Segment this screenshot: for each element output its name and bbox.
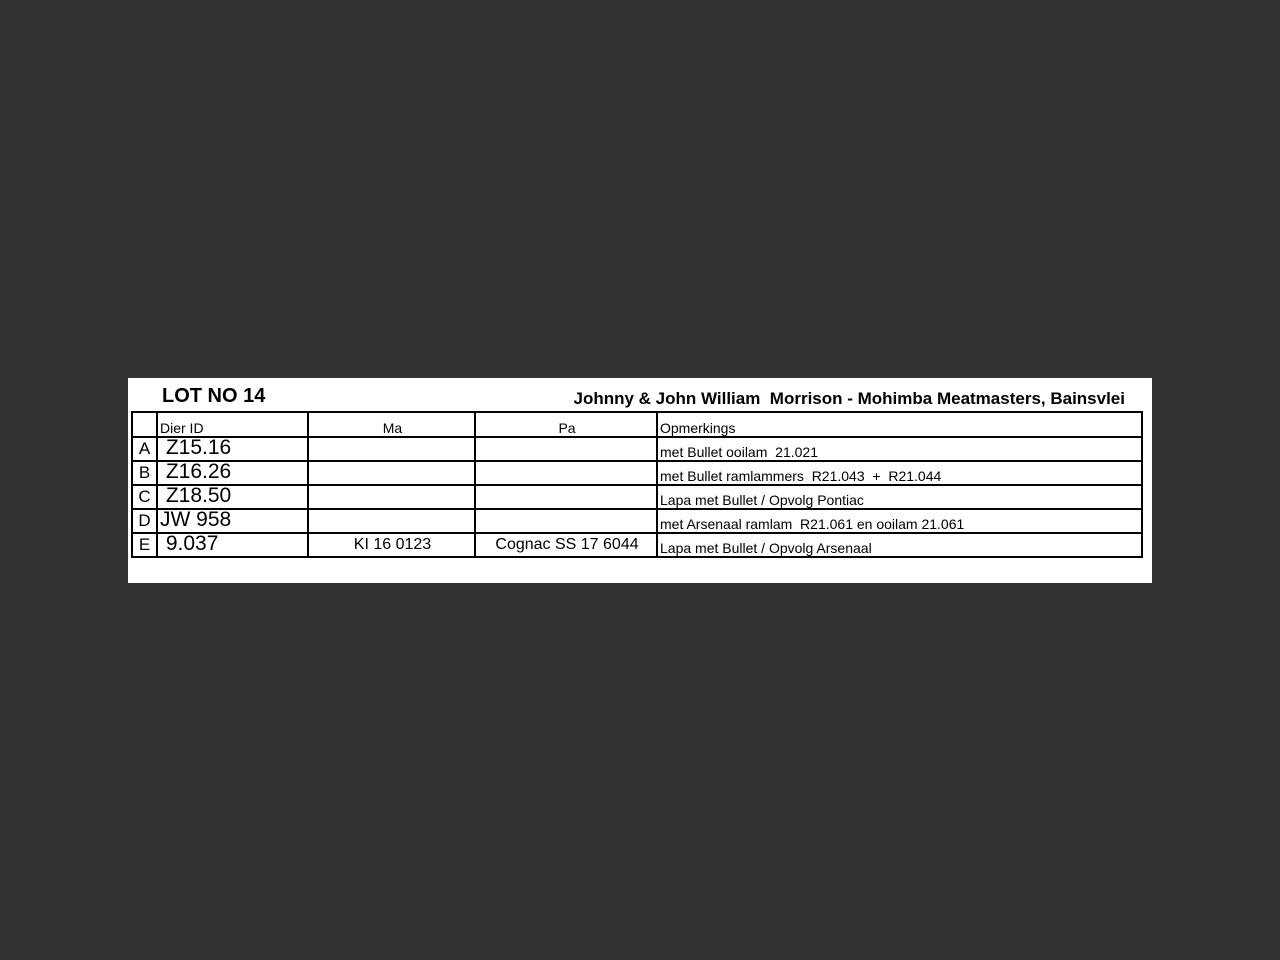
remark: Lapa met Bullet / Opvolg Arsenaal (656, 532, 1143, 558)
header-dier-id: Dier ID (156, 411, 309, 438)
pa (474, 484, 658, 510)
table-row: A Z15.16 met Bullet ooilam 21.021 (131, 436, 1143, 462)
ma (307, 436, 476, 462)
pa: Cognac SS 17 6044 (474, 532, 658, 558)
header-letter (131, 411, 158, 438)
dier-id: Z16.26 (156, 460, 309, 486)
table-row: D JW 958 met Arsenaal ramlam R21.061 en … (131, 508, 1143, 534)
remark: met Bullet ramlammers R21.043 + R21.044 (656, 460, 1143, 486)
table-row: C Z18.50 Lapa met Bullet / Opvolg Pontia… (131, 484, 1143, 510)
lot-table: Dier ID Ma Pa Opmerkings A Z15.16 met Bu… (131, 411, 1143, 558)
lot-title: LOT NO 14 (162, 385, 266, 407)
remark: met Arsenaal ramlam R21.061 en ooilam 21… (656, 508, 1143, 534)
table-row: B Z16.26 met Bullet ramlammers R21.043 +… (131, 460, 1143, 486)
pa (474, 436, 658, 462)
header-opmerkings: Opmerkings (656, 411, 1143, 438)
ma: KI 16 0123 (307, 532, 476, 558)
ma (307, 508, 476, 534)
row-letter: E (131, 532, 158, 558)
header-pa: Pa (474, 411, 658, 438)
header-ma: Ma (307, 411, 476, 438)
dier-id: Z18.50 (156, 484, 309, 510)
table-row: E 9.037 KI 16 0123 Cognac SS 17 6044 Lap… (131, 532, 1143, 558)
row-letter: D (131, 508, 158, 534)
dier-id: 9.037 (156, 532, 309, 558)
remark: Lapa met Bullet / Opvolg Pontiac (656, 484, 1143, 510)
ma (307, 460, 476, 486)
pa (474, 508, 658, 534)
ma (307, 484, 476, 510)
row-letter: B (131, 460, 158, 486)
dier-id: Z15.16 (156, 436, 309, 462)
dier-id: JW 958 (156, 508, 309, 534)
owner-heading: Johnny & John William Morrison - Mohimba… (573, 389, 1125, 408)
table-header-row: Dier ID Ma Pa Opmerkings (131, 411, 1143, 438)
document-page: LOT NO 14 Johnny & John William Morrison… (128, 378, 1152, 583)
row-letter: A (131, 436, 158, 462)
remark: met Bullet ooilam 21.021 (656, 436, 1143, 462)
row-letter: C (131, 484, 158, 510)
pa (474, 460, 658, 486)
